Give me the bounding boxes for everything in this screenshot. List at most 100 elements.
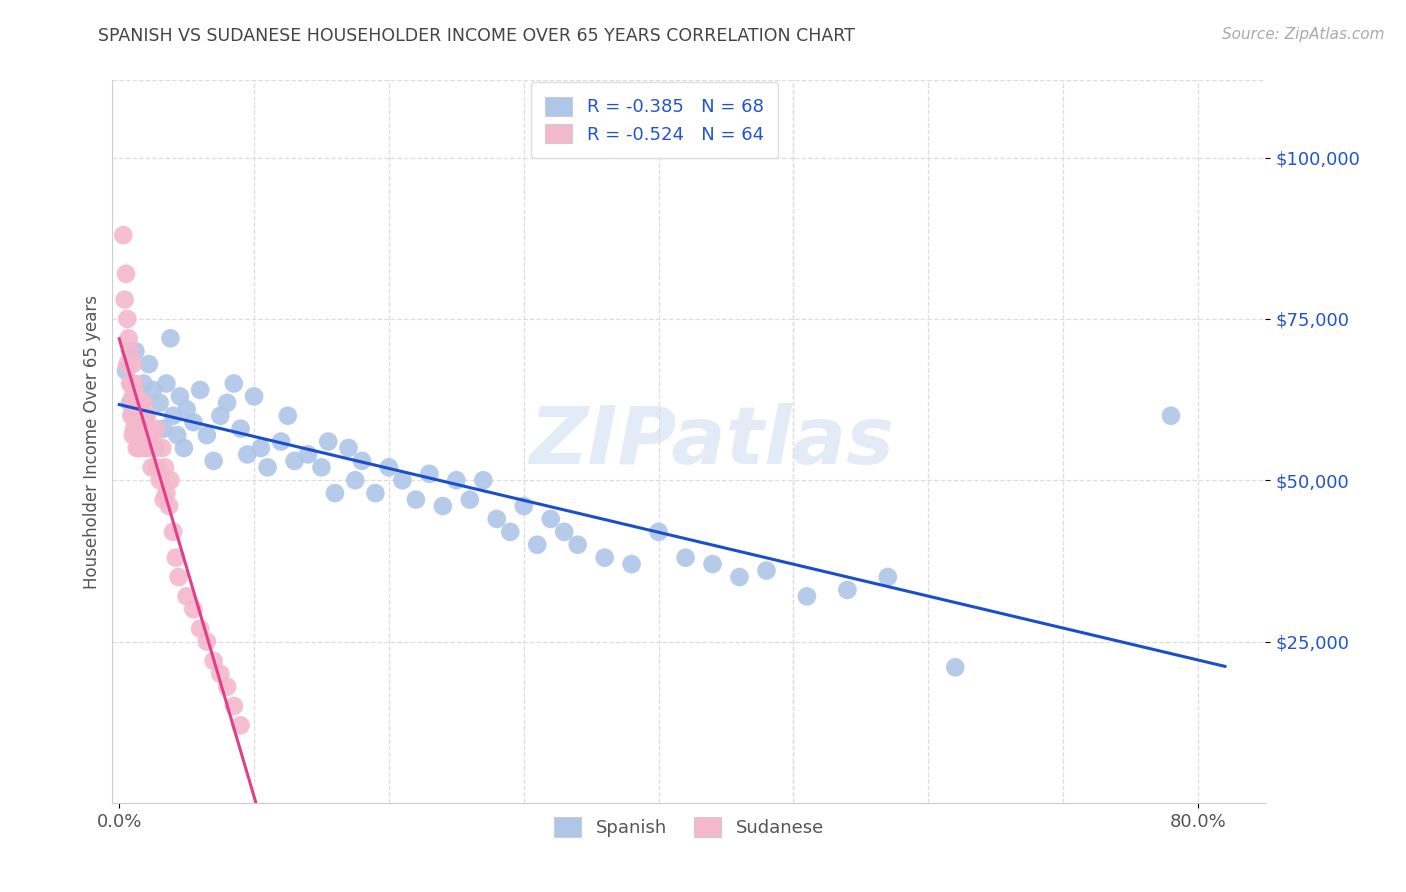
Point xyxy=(117,312,139,326)
Point xyxy=(593,550,616,565)
Point xyxy=(152,422,174,436)
Point xyxy=(195,428,218,442)
Point xyxy=(270,434,292,449)
Point xyxy=(145,422,167,436)
Point xyxy=(364,486,387,500)
Point xyxy=(121,428,143,442)
Point xyxy=(229,718,252,732)
Point xyxy=(209,666,232,681)
Point xyxy=(145,441,167,455)
Point xyxy=(135,409,157,423)
Text: ZIPatlas: ZIPatlas xyxy=(530,402,894,481)
Point xyxy=(135,409,157,423)
Point xyxy=(118,331,141,345)
Point xyxy=(132,422,155,436)
Point xyxy=(337,441,360,455)
Point xyxy=(138,357,160,371)
Point xyxy=(350,454,373,468)
Point xyxy=(567,538,589,552)
Point xyxy=(162,409,184,423)
Point xyxy=(297,447,319,461)
Point xyxy=(188,383,211,397)
Point xyxy=(112,228,135,243)
Point xyxy=(526,538,548,552)
Point xyxy=(243,389,266,403)
Point xyxy=(118,396,141,410)
Point xyxy=(169,389,191,403)
Point xyxy=(202,454,225,468)
Point xyxy=(150,441,173,455)
Point xyxy=(117,357,139,371)
Point xyxy=(236,447,259,461)
Point xyxy=(149,473,172,487)
Point xyxy=(122,376,145,391)
Point xyxy=(127,409,149,423)
Point xyxy=(277,409,299,423)
Y-axis label: Householder Income Over 65 years: Householder Income Over 65 years xyxy=(83,294,101,589)
Point xyxy=(138,428,160,442)
Point xyxy=(513,499,536,513)
Point xyxy=(132,396,155,410)
Point xyxy=(129,396,152,410)
Point xyxy=(485,512,508,526)
Point xyxy=(157,499,180,513)
Point xyxy=(128,396,150,410)
Point xyxy=(183,415,205,429)
Point xyxy=(124,344,146,359)
Point xyxy=(129,428,152,442)
Point xyxy=(142,383,165,397)
Point xyxy=(458,492,481,507)
Point xyxy=(195,634,218,648)
Point xyxy=(139,441,162,455)
Point xyxy=(176,590,198,604)
Point xyxy=(378,460,401,475)
Point xyxy=(222,699,245,714)
Point xyxy=(118,376,141,391)
Point xyxy=(943,660,966,674)
Legend: Spanish, Sudanese: Spanish, Sudanese xyxy=(547,810,831,845)
Point xyxy=(167,570,190,584)
Point xyxy=(136,422,159,436)
Point xyxy=(125,409,148,423)
Point xyxy=(222,376,245,391)
Point xyxy=(159,473,181,487)
Point xyxy=(121,389,143,403)
Point xyxy=(153,460,176,475)
Point xyxy=(418,467,440,481)
Point xyxy=(202,654,225,668)
Point xyxy=(472,473,495,487)
Point xyxy=(114,293,136,307)
Point xyxy=(432,499,454,513)
Point xyxy=(146,460,169,475)
Point xyxy=(141,460,163,475)
Point xyxy=(311,460,333,475)
Point xyxy=(134,428,156,442)
Point xyxy=(249,441,271,455)
Point xyxy=(131,409,153,423)
Point xyxy=(124,396,146,410)
Point xyxy=(124,428,146,442)
Point xyxy=(162,524,184,539)
Point xyxy=(553,524,575,539)
Point xyxy=(128,422,150,436)
Point xyxy=(120,409,142,423)
Point xyxy=(755,564,778,578)
Point xyxy=(120,376,142,391)
Point xyxy=(1160,409,1182,423)
Point xyxy=(173,441,195,455)
Point xyxy=(159,331,181,345)
Point xyxy=(127,422,149,436)
Point xyxy=(405,492,427,507)
Point xyxy=(728,570,751,584)
Point xyxy=(446,473,468,487)
Point xyxy=(166,428,188,442)
Point xyxy=(165,550,187,565)
Point xyxy=(620,557,643,571)
Point xyxy=(837,582,859,597)
Point xyxy=(499,524,522,539)
Point xyxy=(217,396,239,410)
Point xyxy=(128,422,150,436)
Point xyxy=(155,486,177,500)
Point xyxy=(702,557,724,571)
Point xyxy=(647,524,669,539)
